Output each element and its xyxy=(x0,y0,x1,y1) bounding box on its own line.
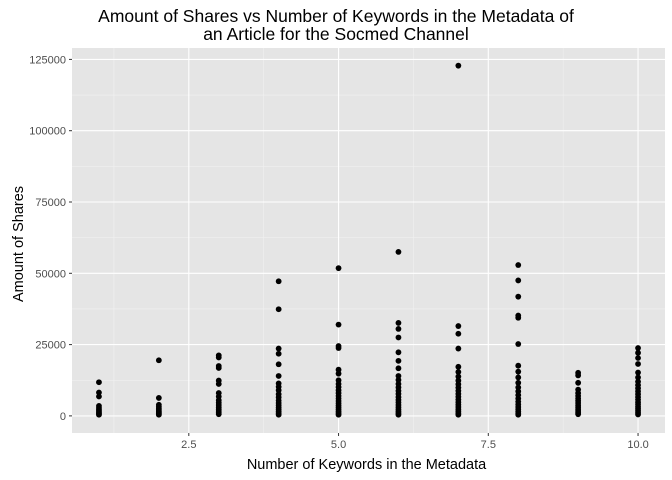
data-point xyxy=(575,372,582,379)
data-point xyxy=(96,389,102,396)
data-point xyxy=(395,365,402,372)
data-point xyxy=(515,411,522,418)
data-point xyxy=(155,357,162,364)
data-point xyxy=(455,369,462,375)
data-point xyxy=(335,345,342,351)
data-point xyxy=(155,395,162,401)
data-point xyxy=(275,350,282,357)
data-point xyxy=(515,314,522,321)
data-point xyxy=(635,411,641,418)
data-point xyxy=(395,373,402,379)
data-point xyxy=(275,306,282,313)
data-point xyxy=(96,411,102,418)
data-point xyxy=(395,357,402,364)
data-point xyxy=(335,265,342,272)
x-axis-label: Number of Keywords in the Metadata xyxy=(246,457,487,473)
chart-title-line-2: an Article for the Socmed Channel xyxy=(203,24,469,44)
data-point xyxy=(155,411,162,418)
data-point xyxy=(635,345,641,351)
data-point xyxy=(395,377,402,383)
data-point xyxy=(515,384,522,391)
data-point xyxy=(635,369,641,376)
data-point xyxy=(335,321,342,328)
data-point xyxy=(96,393,102,400)
data-point xyxy=(275,345,282,352)
data-point xyxy=(515,277,522,284)
data-point xyxy=(515,368,522,375)
y-tick-label: 100000 xyxy=(29,126,66,138)
data-point xyxy=(395,249,402,255)
data-point xyxy=(515,379,522,386)
data-point xyxy=(635,374,641,381)
data-point xyxy=(455,62,462,69)
data-point xyxy=(395,334,402,341)
data-point xyxy=(515,293,522,300)
x-tick-label: 2.5 xyxy=(181,439,196,451)
data-point xyxy=(335,411,342,418)
y-tick-label: 25000 xyxy=(35,340,66,352)
y-tick-label: 125000 xyxy=(29,54,66,66)
y-tick-label: 0 xyxy=(60,411,66,423)
data-point xyxy=(515,362,522,369)
y-tick-label: 50000 xyxy=(35,268,66,280)
data-point xyxy=(395,326,402,332)
y-tick-label: 75000 xyxy=(35,197,66,209)
data-point xyxy=(335,366,342,373)
data-point xyxy=(275,387,282,394)
data-point xyxy=(635,355,641,361)
data-point xyxy=(575,411,582,418)
x-tick-label: 5.0 xyxy=(331,439,346,451)
y-axis-label: Amount of Shares xyxy=(11,185,27,303)
data-point xyxy=(515,262,522,268)
data-point xyxy=(335,370,342,377)
plot-panel xyxy=(72,48,665,433)
x-tick-label: 7.5 xyxy=(481,439,496,451)
chart-title-line-1: Amount of Shares vs Number of Keywords i… xyxy=(98,6,574,26)
data-point xyxy=(455,373,462,380)
data-point xyxy=(455,323,462,329)
data-point xyxy=(395,320,402,326)
data-point xyxy=(455,345,462,352)
x-tick-label: 10.0 xyxy=(627,439,648,451)
data-point xyxy=(635,349,641,356)
data-point xyxy=(215,381,222,387)
data-point xyxy=(275,373,282,379)
data-point xyxy=(575,379,582,386)
data-point xyxy=(395,411,402,418)
data-point xyxy=(455,330,462,337)
data-point xyxy=(455,363,462,370)
data-point xyxy=(515,374,522,381)
data-point xyxy=(455,411,462,418)
data-point xyxy=(275,411,282,418)
data-point xyxy=(215,411,222,418)
data-point xyxy=(215,354,222,361)
data-point xyxy=(635,361,641,367)
data-point xyxy=(515,341,522,347)
data-point xyxy=(395,349,402,356)
data-point xyxy=(96,379,102,386)
data-point xyxy=(275,278,282,285)
data-point xyxy=(215,365,222,371)
data-point xyxy=(275,361,282,368)
